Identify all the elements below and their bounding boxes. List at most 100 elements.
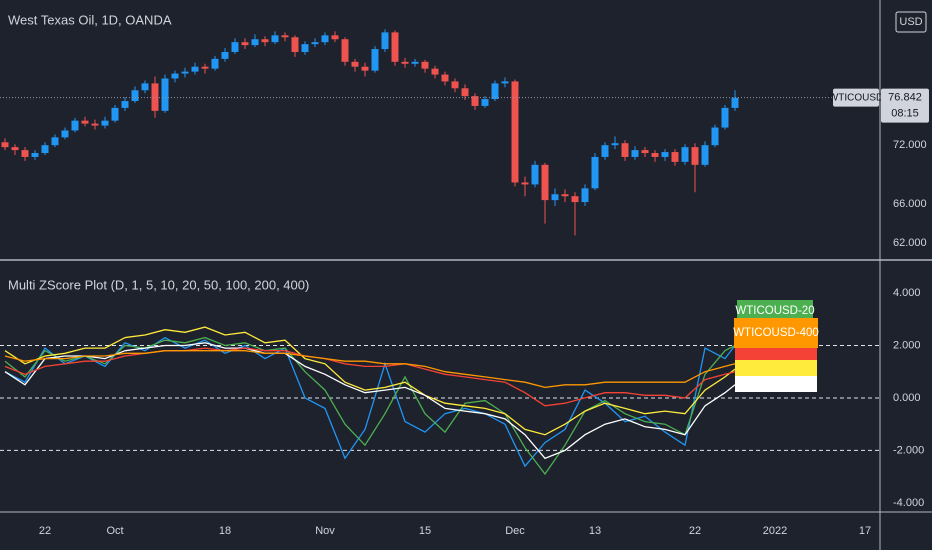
series-line xyxy=(4,347,736,407)
candle-body xyxy=(601,145,609,157)
series-line xyxy=(4,326,736,436)
y-tick-label: 4.000 xyxy=(893,287,921,299)
candle-body xyxy=(661,152,669,157)
y-tick-label: 0.000 xyxy=(893,392,921,404)
series-label-box xyxy=(735,376,817,392)
candle-body xyxy=(611,143,619,146)
candle-body xyxy=(41,145,49,154)
candle-body xyxy=(271,35,279,43)
currency-box[interactable] xyxy=(895,11,927,33)
price-box xyxy=(881,88,929,123)
candle-body xyxy=(411,61,419,64)
y-tick-label: 72.000 xyxy=(893,139,927,151)
candle-body xyxy=(481,99,489,106)
candle-body xyxy=(721,107,729,128)
candle-body xyxy=(371,49,379,71)
series-label: WTICOUSD-20 xyxy=(735,305,814,317)
candle-body xyxy=(531,164,539,185)
candle-body xyxy=(431,68,439,75)
candle-body xyxy=(321,35,329,43)
series-line xyxy=(4,336,736,476)
x-tick-label: Dec xyxy=(505,525,525,537)
last-price-label: 76.842 xyxy=(888,92,922,104)
candle-body xyxy=(201,66,209,69)
candle-body xyxy=(91,123,99,126)
x-tick-label: 2022 xyxy=(763,525,787,537)
candle-body xyxy=(311,42,319,45)
candle-body xyxy=(491,83,499,100)
candle-body xyxy=(241,42,249,46)
y-tick-label: -4.000 xyxy=(893,497,924,509)
candle-body xyxy=(641,150,649,154)
x-tick-label: 13 xyxy=(589,525,601,537)
candle-body xyxy=(301,44,309,52)
y-tick-label: 2.000 xyxy=(893,339,921,351)
series-label-box xyxy=(737,300,813,322)
x-tick-label: 22 xyxy=(689,525,701,537)
candle-body xyxy=(341,39,349,62)
candle-body xyxy=(671,152,679,162)
chart-title: West Texas Oil, 1D, OANDA xyxy=(8,12,172,27)
candle-body xyxy=(451,81,459,89)
y-tick-label: 62.000 xyxy=(893,237,927,249)
candle-body xyxy=(151,83,159,111)
candle-body xyxy=(591,156,599,189)
candle-body xyxy=(441,74,449,82)
candle-body xyxy=(581,188,589,203)
symbol-label: WTICOUSD xyxy=(829,92,883,103)
candle-body xyxy=(511,81,519,183)
candle-body xyxy=(281,35,289,38)
candle-body xyxy=(471,96,479,106)
candle-body xyxy=(521,182,529,185)
candle-body xyxy=(61,130,69,138)
candle-body xyxy=(331,35,339,40)
candle-body xyxy=(461,88,469,97)
x-tick-label: 18 xyxy=(219,525,231,537)
x-tick-label: 17 xyxy=(859,525,871,537)
candle-body xyxy=(81,120,89,124)
candle-body xyxy=(131,90,139,102)
candle-body xyxy=(31,153,39,157)
indicator-title: Multi ZScore Plot (D, 1, 5, 10, 20, 50, … xyxy=(8,277,309,292)
currency[interactable]: USD xyxy=(899,16,922,28)
candle-body xyxy=(21,150,29,157)
candle-body xyxy=(391,32,399,62)
candle-body xyxy=(711,127,719,146)
candle-body xyxy=(681,147,689,162)
candle-body xyxy=(11,147,19,151)
y-tick-label: -2.000 xyxy=(893,444,924,456)
candle-body xyxy=(351,61,359,67)
candle-body xyxy=(111,107,119,121)
series-label-box xyxy=(735,360,817,378)
candle-body xyxy=(291,37,299,52)
candle-body xyxy=(181,71,189,74)
series-line xyxy=(4,342,736,460)
candle-body xyxy=(191,66,199,72)
x-tick-label: 15 xyxy=(419,525,431,537)
candle-body xyxy=(561,194,569,197)
candle-body xyxy=(551,194,559,201)
candle-body xyxy=(421,61,429,69)
candle-body xyxy=(71,120,79,131)
series-label: WTICOUSD-400 xyxy=(733,327,819,339)
x-tick-label: Oct xyxy=(106,525,123,537)
candle-body xyxy=(651,153,659,157)
candle-body xyxy=(171,73,179,79)
candle-body xyxy=(571,196,579,203)
x-tick-label: 22 xyxy=(39,525,51,537)
candle-body xyxy=(381,32,389,50)
candle-body xyxy=(251,39,259,46)
candle-body xyxy=(231,42,239,52)
candle-body xyxy=(631,150,639,157)
candle-body xyxy=(211,58,219,69)
candle-body xyxy=(221,51,229,59)
x-tick-label: Nov xyxy=(315,525,335,537)
candle-body xyxy=(701,145,709,165)
candle-body xyxy=(261,39,269,43)
y-tick-label: 66.000 xyxy=(893,198,927,210)
candle-body xyxy=(361,66,369,71)
series-line xyxy=(4,336,736,468)
